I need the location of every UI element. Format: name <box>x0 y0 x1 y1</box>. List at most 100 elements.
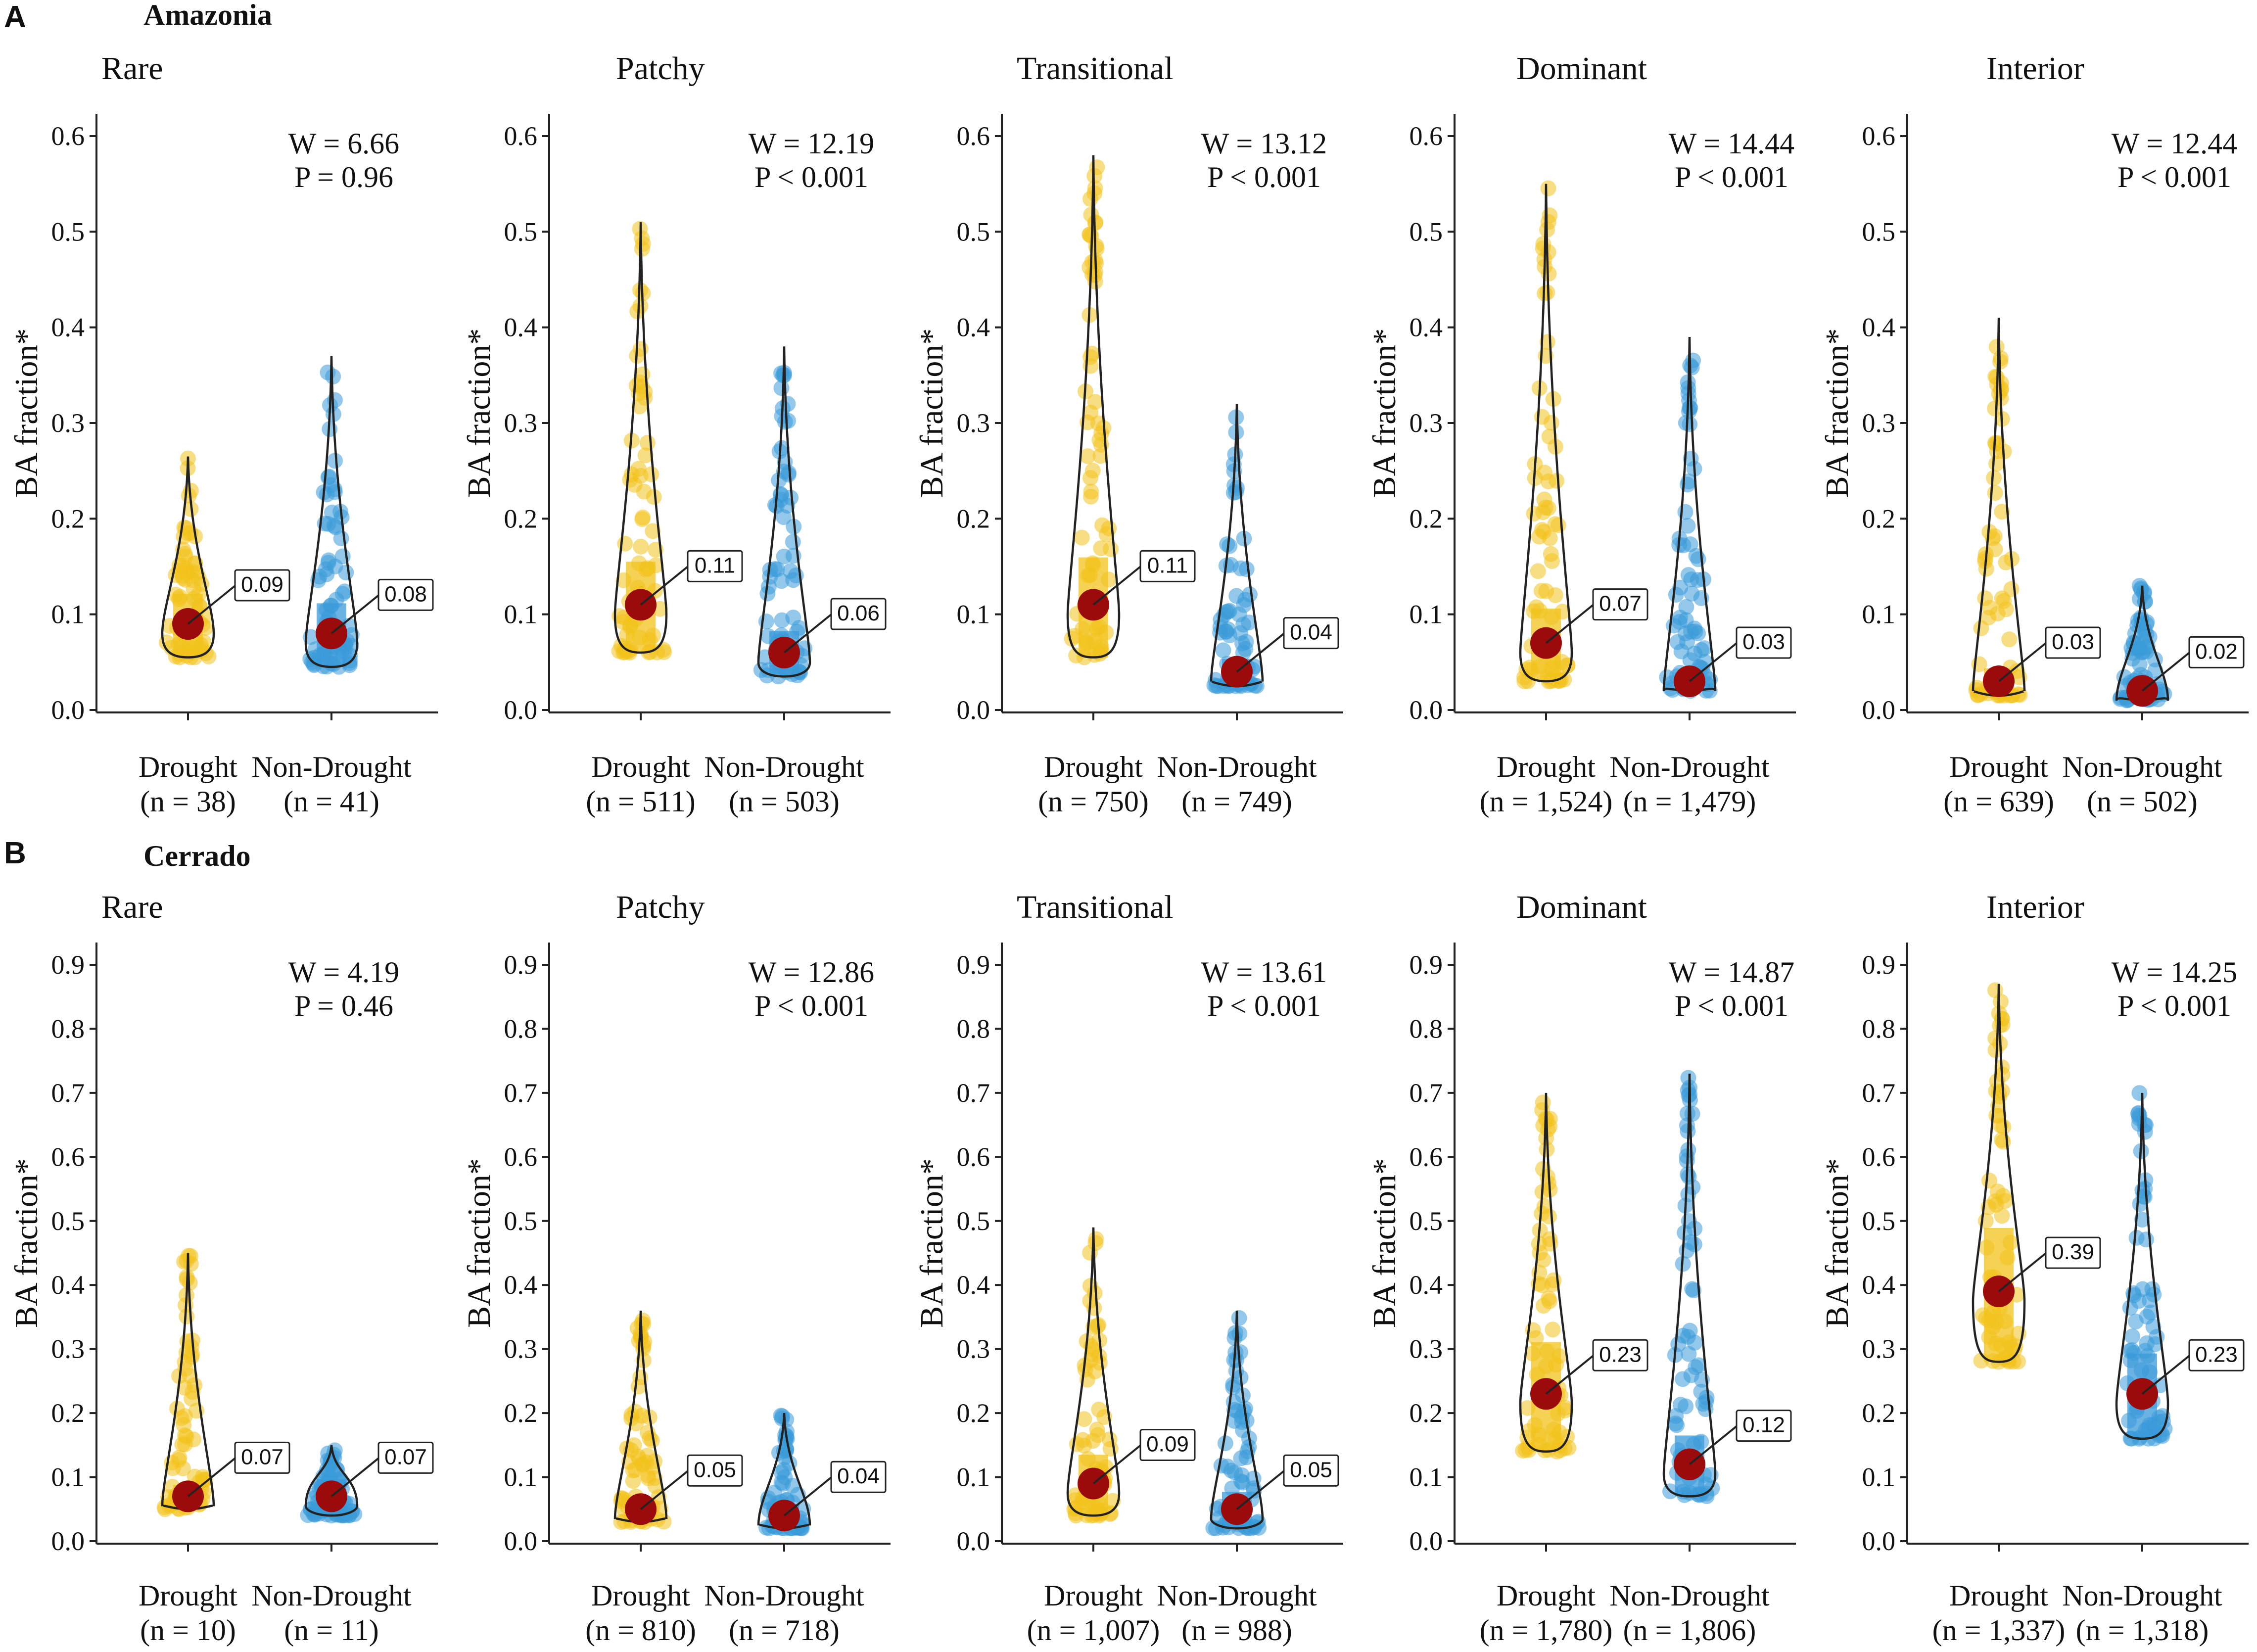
median-label-box <box>687 550 743 582</box>
x-n-label: (n = 11) <box>284 1614 379 1647</box>
x-category-label: Drought <box>591 751 690 783</box>
data-point <box>1102 1441 1119 1457</box>
data-point <box>633 538 649 555</box>
y-axis-label: BA fraction* <box>1366 329 1403 498</box>
median-callout-line <box>1545 604 1594 644</box>
y-tick-label: 0.6 <box>957 1142 990 1172</box>
data-point <box>1233 1467 1250 1483</box>
data-point <box>773 486 789 502</box>
data-point <box>1678 415 1694 431</box>
data-point <box>1231 1310 1247 1326</box>
data-point <box>630 461 647 477</box>
stat-w: W = 12.44 <box>2112 127 2237 160</box>
data-point <box>627 1404 643 1420</box>
subplot-dominant: Dominant BA fraction* 0.0 0.1 0.2 0.3 0.4 0.5 0.… <box>1366 50 1796 818</box>
y-tick-label: 0.6 <box>504 1142 538 1172</box>
data-point <box>767 561 783 577</box>
stat-w: W = 14.44 <box>1669 127 1794 160</box>
data-point <box>1684 1281 1700 1297</box>
y-tick-label: 0.9 <box>1410 950 1443 980</box>
data-point <box>1215 642 1231 659</box>
median-label: 0.11 <box>695 553 735 577</box>
y-tick-label: 0.0 <box>1862 695 1896 725</box>
stat-p: P = 0.46 <box>294 990 393 1022</box>
y-tick-label: 0.5 <box>504 217 538 246</box>
y-tick-label: 0.0 <box>504 1526 538 1556</box>
stat-p: P < 0.001 <box>754 990 868 1022</box>
y-tick-label: 0.6 <box>504 121 538 151</box>
y-tick-label: 0.9 <box>1862 950 1896 980</box>
data-point <box>1988 1107 2005 1124</box>
data-point <box>1679 634 1695 650</box>
y-tick-label: 0.8 <box>1410 1014 1443 1043</box>
data-point <box>311 568 328 585</box>
data-point <box>1557 1400 1573 1416</box>
y-tick-label: 0.2 <box>957 504 990 533</box>
drought-group: 0.05 Drought(n = 810) <box>585 1310 743 1647</box>
violin-outline <box>1519 184 1573 683</box>
violin-outline <box>1519 1092 1573 1453</box>
x-category-label: Drought <box>591 1579 690 1612</box>
y-tick-label: 0.4 <box>1862 1270 1896 1300</box>
y-tick-label: 0.8 <box>957 1014 990 1043</box>
x-n-label: (n = 750) <box>1038 785 1149 818</box>
stat-w: W = 14.25 <box>2112 956 2237 989</box>
x-category-label: Non-Drought <box>1609 1579 1770 1612</box>
data-point <box>1081 259 1098 276</box>
median-label-box <box>234 1441 290 1474</box>
x-category-label: Drought <box>1044 751 1143 783</box>
y-tick-label: 0.7 <box>957 1078 990 1108</box>
data-point <box>635 1312 651 1328</box>
data-point <box>1987 1193 2003 1210</box>
data-point <box>1222 603 1238 619</box>
y-tick-label: 0.0 <box>957 1526 990 1556</box>
median-label-box <box>377 578 434 611</box>
median-label-box <box>687 1454 743 1487</box>
data-point <box>333 530 349 547</box>
violin-outline <box>1066 1227 1121 1517</box>
median-label: 0.03 <box>1742 630 1785 654</box>
panel-letter: B <box>4 836 26 870</box>
data-point <box>1987 485 2003 501</box>
data-point <box>1083 207 1099 223</box>
median-callout-line <box>187 585 236 625</box>
drought-group: 0.23 Drought(n = 1,780) <box>1480 1092 1648 1647</box>
x-category-label: Drought <box>139 1579 237 1612</box>
data-point <box>1668 587 1684 603</box>
y-tick-label: 0.1 <box>1410 600 1443 629</box>
data-point <box>622 472 638 488</box>
data-point <box>1064 631 1080 647</box>
stat-p: P = 0.96 <box>294 161 393 193</box>
y-tick-label: 0.6 <box>1410 121 1443 151</box>
data-point <box>2144 1281 2161 1297</box>
drought-group: 0.11 Drought(n = 750) <box>1038 155 1196 818</box>
non-drought-group: 0.02 Non-Drought(n = 502) <box>2062 578 2245 818</box>
y-tick-label: 0.3 <box>1862 408 1896 438</box>
stat-p: P < 0.001 <box>1675 990 1788 1022</box>
data-point <box>635 509 651 525</box>
x-category-label: Non-Drought <box>251 1579 412 1612</box>
non-drought-group: 0.04 Non-Drought(n = 718) <box>704 1408 887 1647</box>
data-point <box>1217 1435 1233 1452</box>
data-point <box>1074 529 1090 546</box>
y-tick-label: 0.5 <box>1410 1206 1443 1236</box>
data-point <box>1678 599 1694 615</box>
median-label: 0.05 <box>1290 1458 1332 1482</box>
data-point <box>174 1436 190 1453</box>
median-label: 0.23 <box>1599 1342 1642 1367</box>
x-category-label: Drought <box>1497 751 1596 783</box>
y-tick-label: 0.1 <box>957 1463 990 1492</box>
data-point <box>2139 1309 2155 1325</box>
data-point <box>2122 1300 2138 1316</box>
x-n-label: (n = 718) <box>729 1614 840 1647</box>
stat-w: W = 12.86 <box>749 956 874 989</box>
y-tick-label: 0.0 <box>51 695 85 725</box>
y-tick-label: 0.3 <box>1410 408 1443 438</box>
data-point <box>1540 180 1556 196</box>
y-tick-label: 0.1 <box>51 1463 85 1492</box>
y-tick-label: 0.0 <box>1410 1526 1443 1556</box>
data-point <box>1077 1362 1093 1378</box>
data-point <box>1535 1252 1552 1268</box>
y-tick-label: 0.5 <box>504 1206 538 1236</box>
y-tick-label: 0.7 <box>51 1078 85 1108</box>
